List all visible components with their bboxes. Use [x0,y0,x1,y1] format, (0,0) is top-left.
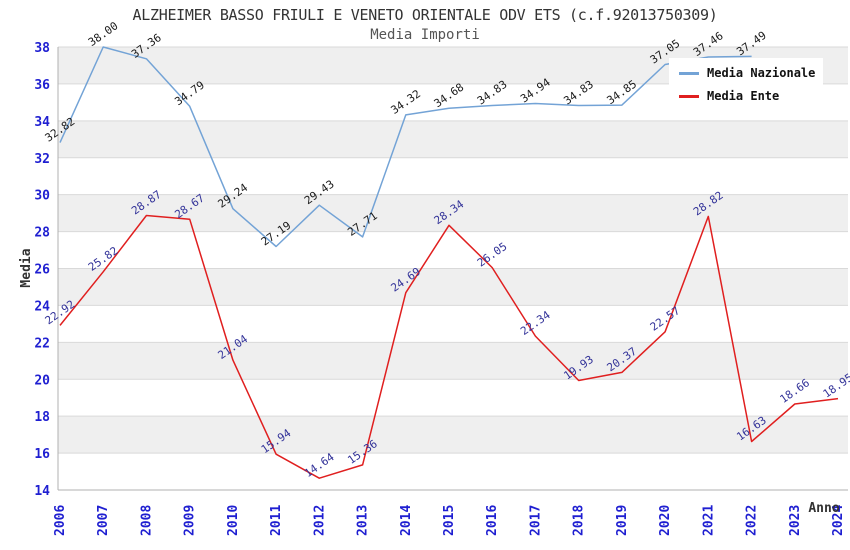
x-tick-label: 2017 [528,505,543,536]
y-tick-label: 38 [34,41,50,56]
y-tick-label: 32 [34,152,50,167]
y-tick-label: 22 [34,336,50,351]
x-tick-label: 2011 [269,505,284,536]
media-ente-line-icon [679,94,699,98]
grid-band [58,416,848,454]
x-tick-label: 2016 [485,505,500,536]
legend-label: Media Nazionale [707,66,816,80]
y-tick-label: 14 [34,484,50,499]
chart-title: ALZHEIMER BASSO FRIULI E VENETO ORIENTAL… [132,6,718,24]
x-axis-title: Anno [808,501,839,516]
x-tick-label: 2009 [183,505,198,536]
x-tick-label: 2006 [53,505,68,536]
y-axis-title: Media [19,248,34,287]
series-line-media-ente [59,214,839,479]
y-tick-label: 20 [34,373,50,388]
y-tick-label: 18 [34,410,50,425]
x-tick-label: 2012 [312,505,327,536]
x-tick-label: 2020 [658,505,673,536]
x-tick-label: 2010 [226,505,241,536]
series-line-media-nazionale [59,46,752,248]
y-tick-label: 16 [34,447,50,462]
y-tick-label: 24 [34,299,50,314]
x-tick-label: 2018 [572,505,587,536]
y-tick-label: 30 [34,189,50,204]
legend-label: Media Ente [707,89,780,103]
x-tick-label: 2014 [399,505,414,536]
x-tick-label: 2008 [139,505,154,536]
y-tick-label: 26 [34,263,50,278]
media-nazionale-line-icon [679,71,699,75]
chart-subtitle: Media Importi [370,27,480,43]
x-tick-label: 2021 [701,505,716,536]
data-label: 26.05 [475,240,510,270]
y-tick-label: 28 [34,226,50,241]
x-tick-label: 2022 [745,505,760,536]
grid-band [58,268,848,306]
data-label: 22.57 [648,304,683,334]
grid-band [58,342,848,380]
grid-band [58,120,848,158]
y-tick-label: 34 [34,115,50,130]
data-label: 18.66 [777,376,812,406]
data-label: 22.34 [518,308,553,338]
x-tick-label: 2007 [96,505,111,536]
grid-band [58,194,848,232]
x-tick-label: 2015 [442,505,457,536]
x-tick-label: 2023 [788,505,803,536]
x-tick-label: 2024 [831,505,846,536]
x-tick-label: 2013 [356,505,371,536]
data-label: 34.68 [432,81,467,111]
legend-item-media-nazionale: Media Nazionale [679,66,823,80]
x-tick-label: 2019 [615,505,630,536]
data-label: 14.64 [302,450,337,480]
legend: Media Nazionale Media Ente [669,58,823,111]
legend-item-media-ente: Media Ente [679,89,823,103]
y-tick-label: 36 [34,78,50,93]
